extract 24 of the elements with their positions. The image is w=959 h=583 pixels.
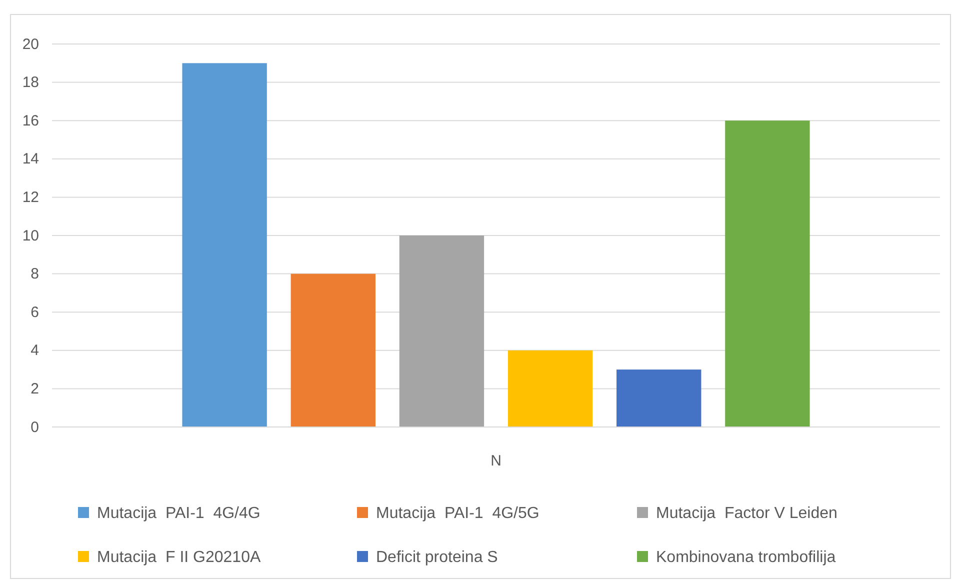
legend-label: Mutacija PAI-1 4G/5G — [376, 505, 540, 522]
legend-label: Deficit proteina S — [376, 549, 498, 566]
bar — [399, 236, 484, 427]
legend-label: Mutacija F II G20210A — [97, 549, 261, 566]
y-tick-label: 8 — [30, 266, 39, 283]
bar — [182, 63, 267, 427]
legend-label: Kombinovana trombofilija — [656, 549, 836, 566]
legend-label: Mutacija PAI-1 4G/4G — [97, 505, 260, 522]
x-tick-label: N — [490, 452, 502, 470]
legend-label: Mutacija Factor V Leiden — [656, 505, 838, 522]
bar — [725, 120, 810, 427]
y-tick-label: 12 — [22, 189, 39, 206]
y-tick-label: 2 — [30, 380, 39, 398]
y-tick-label: 20 — [22, 36, 39, 53]
bar — [290, 274, 376, 427]
y-tick-label: 14 — [22, 150, 39, 168]
y-tick-label: 10 — [22, 227, 39, 244]
y-tick-label: 0 — [30, 418, 39, 436]
bar — [508, 350, 593, 427]
y-tick-label: 6 — [30, 304, 39, 321]
y-tick-label: 4 — [30, 342, 39, 360]
y-tick-label: 16 — [22, 112, 39, 130]
y-tick-label: 18 — [22, 74, 39, 92]
bar — [616, 370, 702, 427]
